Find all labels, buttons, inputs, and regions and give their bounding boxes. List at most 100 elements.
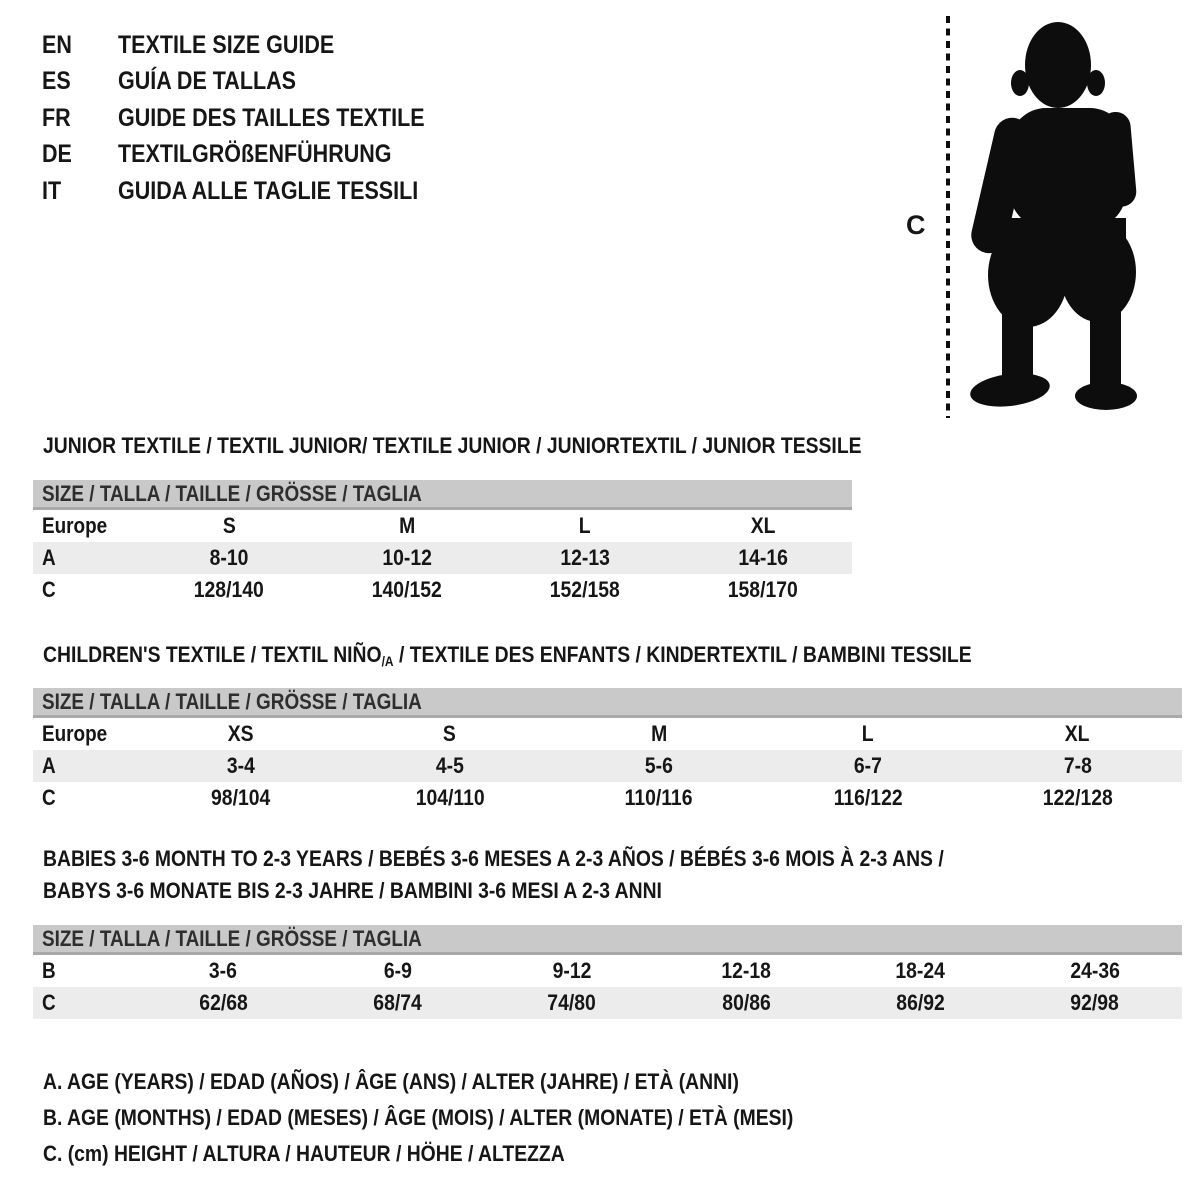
size-value-text: 68/74 bbox=[373, 990, 422, 1015]
size-value-text: 12-13 bbox=[560, 545, 610, 570]
row-label-text: Europe bbox=[42, 721, 108, 746]
size-header-bar: SIZE / TALLA / TAILLE / GRÖSSE / TAGLIA bbox=[33, 688, 1182, 718]
language-title-text: GUÍA DE TALLAS bbox=[118, 67, 296, 96]
size-value-text: 122/128 bbox=[1042, 785, 1113, 810]
height-measure-label: C bbox=[906, 210, 926, 240]
size-value-cell: L bbox=[496, 513, 674, 539]
size-value-text: 7-8 bbox=[1063, 753, 1092, 778]
section-title-text: BABIES 3-6 MONTH TO 2-3 YEARS / BEBÉS 3-… bbox=[43, 846, 944, 871]
size-value-cell: 18-24 bbox=[833, 958, 1007, 984]
size-value-cell: 74/80 bbox=[485, 990, 659, 1016]
size-header-bar: SIZE / TALLA / TAILLE / GRÖSSE / TAGLIA bbox=[33, 480, 852, 510]
section-title-line: BABYS 3-6 MONATE BIS 2-3 JAHRE / BAMBINI… bbox=[43, 875, 1090, 907]
row-label: A bbox=[33, 753, 136, 779]
size-header-label: SIZE / TALLA / TAILLE / GRÖSSE / TAGLIA bbox=[42, 688, 422, 714]
language-row: FR GUIDE DES TAILLES TEXTILE bbox=[42, 100, 475, 137]
size-value-cell: 3-6 bbox=[136, 958, 310, 984]
size-value-text: XL bbox=[1065, 721, 1090, 746]
table-row: A 3-4 4-5 5-6 6-7 7-8 bbox=[33, 750, 1182, 782]
section-title-line: BABIES 3-6 MONTH TO 2-3 YEARS / BEBÉS 3-… bbox=[43, 843, 1090, 875]
language-code: DE bbox=[42, 140, 118, 169]
section-title-line: JUNIOR TEXTILE / TEXTIL JUNIOR/ TEXTILE … bbox=[43, 430, 995, 462]
size-value-text: 9-12 bbox=[552, 958, 592, 983]
size-value-text: 8-10 bbox=[209, 545, 249, 570]
section-title-text: BABYS 3-6 MONATE BIS 2-3 JAHRE / BAMBINI… bbox=[43, 878, 662, 903]
size-value-text: 152/158 bbox=[550, 577, 620, 602]
size-value-cell: 62/68 bbox=[136, 990, 310, 1016]
size-value-text: 86/92 bbox=[896, 990, 945, 1015]
size-value-cell: XS bbox=[136, 721, 345, 747]
size-value-text: 116/122 bbox=[833, 785, 903, 810]
size-value-cell: 8-10 bbox=[140, 545, 318, 571]
size-value-text: 104/110 bbox=[415, 785, 485, 810]
size-value-cell: 6-9 bbox=[310, 958, 484, 984]
title-text-post: / TEXTILE DES ENFANTS / KINDERTEXTIL / B… bbox=[393, 642, 972, 667]
size-header-label: SIZE / TALLA / TAILLE / GRÖSSE / TAGLIA bbox=[42, 925, 422, 951]
title-text-pre: CHILDREN'S TEXTILE / TEXTIL NIÑO bbox=[43, 642, 382, 667]
table-row: C 62/68 68/74 74/80 80/86 86/92 92/98 bbox=[33, 987, 1182, 1019]
size-value-cell: 7-8 bbox=[973, 753, 1182, 779]
size-value-text: 98/104 bbox=[210, 785, 271, 810]
footnote-text: B. AGE (MONTHS) / EDAD (MESES) / ÂGE (MO… bbox=[43, 1105, 794, 1130]
table-row: B 3-6 6-9 9-12 12-18 18-24 24-36 bbox=[33, 955, 1182, 987]
row-label: Europe bbox=[33, 721, 136, 747]
footnote-line: C. (cm) HEIGHT / ALTURA / HAUTEUR / HÖHE… bbox=[43, 1136, 915, 1172]
size-value-text: 14-16 bbox=[738, 545, 788, 570]
row-label-text: C bbox=[42, 785, 56, 810]
size-value-cell: L bbox=[764, 721, 973, 747]
footnote-line: B. AGE (MONTHS) / EDAD (MESES) / ÂGE (MO… bbox=[43, 1100, 915, 1136]
language-title-text: GUIDA ALLE TAGLIE TESSILI bbox=[118, 176, 419, 205]
section-title: CHILDREN'S TEXTILE / TEXTIL NIÑO/A / TEX… bbox=[43, 639, 1123, 677]
footnote-text: C. (cm) HEIGHT / ALTURA / HAUTEUR / HÖHE… bbox=[43, 1141, 565, 1166]
size-value-text: XL bbox=[750, 513, 776, 538]
size-value-cell: M bbox=[554, 721, 763, 747]
size-table: SIZE / TALLA / TAILLE / GRÖSSE / TAGLIA B… bbox=[33, 925, 1182, 1019]
size-value-cell: 14-16 bbox=[674, 545, 852, 571]
language-code-text: ES bbox=[42, 67, 71, 96]
size-value-text: 6-9 bbox=[383, 958, 412, 983]
table-row: Europe XS S M L XL bbox=[33, 718, 1182, 750]
size-value-text: 74/80 bbox=[547, 990, 597, 1015]
size-value-text: 3-6 bbox=[209, 958, 238, 983]
row-label: B bbox=[33, 958, 136, 984]
row-label: Europe bbox=[33, 513, 140, 539]
size-value-text: 10-12 bbox=[382, 545, 432, 570]
language-title: TEXTILE SIZE GUIDE bbox=[118, 31, 369, 60]
row-label: C bbox=[33, 577, 140, 603]
language-code-text: IT bbox=[42, 176, 62, 205]
size-value-text: 128/140 bbox=[194, 577, 264, 602]
size-value-cell: 128/140 bbox=[140, 577, 318, 603]
language-title-text: GUIDE DES TAILLES TEXTILE bbox=[118, 103, 425, 132]
size-value-text: 5-6 bbox=[645, 753, 673, 778]
language-code: IT bbox=[42, 177, 118, 206]
size-value-text: 62/68 bbox=[198, 990, 248, 1015]
size-table: SIZE / TALLA / TAILLE / GRÖSSE / TAGLIA E… bbox=[33, 480, 852, 606]
section-title: JUNIOR TEXTILE / TEXTIL JUNIOR/ TEXTILE … bbox=[43, 430, 995, 462]
title-text-sub: /A bbox=[381, 652, 394, 669]
size-value-cell: 12-13 bbox=[496, 545, 674, 571]
size-value-cell: 110/116 bbox=[554, 785, 763, 811]
row-label-text: A bbox=[42, 753, 56, 778]
size-value-cell: 9-12 bbox=[485, 958, 659, 984]
language-title-text: TEXTILE SIZE GUIDE bbox=[118, 30, 335, 59]
size-value-text: 158/170 bbox=[728, 577, 798, 602]
size-value-cell: 3-4 bbox=[136, 753, 345, 779]
size-value-cell: S bbox=[345, 721, 554, 747]
size-value-cell: 116/122 bbox=[764, 785, 973, 811]
size-header-label: SIZE / TALLA / TAILLE / GRÖSSE / TAGLIA bbox=[42, 480, 422, 506]
language-code-text: FR bbox=[42, 103, 71, 132]
size-value-cell: 12-18 bbox=[659, 958, 833, 984]
footnotes: A. AGE (YEARS) / EDAD (AÑOS) / ÂGE (ANS)… bbox=[43, 1064, 915, 1172]
language-code-text: DE bbox=[42, 140, 72, 169]
language-title: GUIDA ALLE TAGLIE TESSILI bbox=[118, 177, 467, 206]
section-title-text: JUNIOR TEXTILE / TEXTIL JUNIOR/ TEXTILE … bbox=[43, 433, 862, 458]
footnote-line: A. AGE (YEARS) / EDAD (AÑOS) / ÂGE (ANS)… bbox=[43, 1064, 915, 1100]
size-value-cell: S bbox=[140, 513, 318, 539]
language-title-text: TEXTILGRÖßENFÜHRUNG bbox=[118, 140, 392, 169]
language-title: TEXTILGRÖßENFÜHRUNG bbox=[118, 140, 436, 169]
table-row: A 8-10 10-12 12-13 14-16 bbox=[33, 542, 852, 574]
language-header: EN TEXTILE SIZE GUIDE ES GUÍA DE TALLAS FR GU… bbox=[42, 27, 475, 210]
language-code: ES bbox=[42, 67, 118, 96]
toddler-silhouette-icon bbox=[970, 22, 1137, 410]
